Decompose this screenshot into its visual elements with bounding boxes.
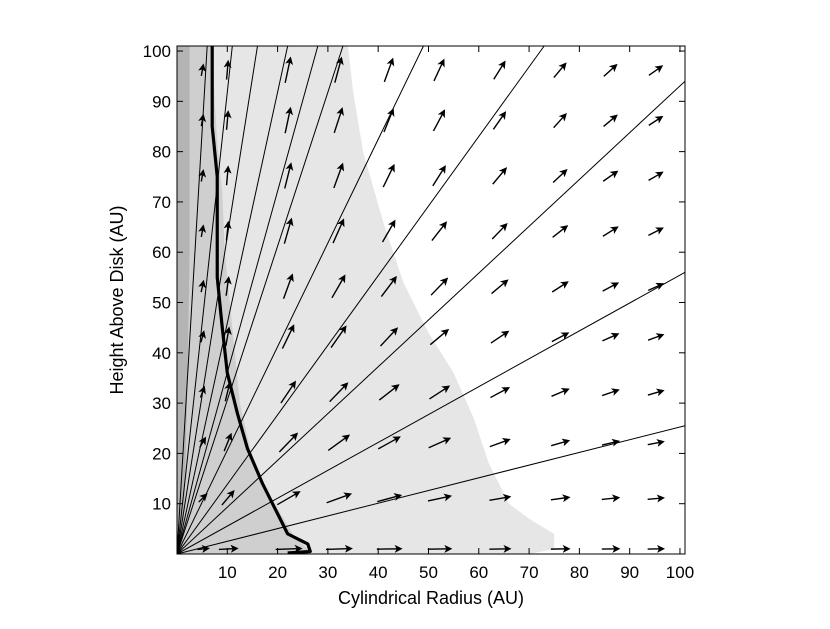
y-tick-label: 10 xyxy=(152,495,171,514)
y-tick-label: 70 xyxy=(152,193,171,212)
x-tick-label: 50 xyxy=(419,563,438,582)
x-tick-label: 20 xyxy=(268,563,287,582)
x-tick-label: 80 xyxy=(570,563,589,582)
y-tick-label: 50 xyxy=(152,294,171,313)
y-tick-label: 90 xyxy=(152,92,171,111)
y-tick-label: 80 xyxy=(152,143,171,162)
x-tick-label: 40 xyxy=(369,563,388,582)
y-tick-label: 100 xyxy=(143,42,171,61)
x-tick-label: 10 xyxy=(218,563,237,582)
y-tick-label: 60 xyxy=(152,243,171,262)
vector-arrow xyxy=(197,549,207,550)
x-tick-label: 100 xyxy=(666,563,694,582)
x-tick-label: 70 xyxy=(520,563,539,582)
x-tick-label: 30 xyxy=(318,563,337,582)
y-axis-label: Height Above Disk (AU) xyxy=(107,205,127,394)
x-tick-label: 90 xyxy=(620,563,639,582)
vector-arrow xyxy=(326,549,350,550)
y-tick-label: 40 xyxy=(152,344,171,363)
x-axis-label: Cylindrical Radius (AU) xyxy=(338,588,524,608)
y-tick-label: 30 xyxy=(152,394,171,413)
x-tick-label: 60 xyxy=(469,563,488,582)
vector-arrow xyxy=(276,549,300,550)
y-tick-label: 20 xyxy=(152,444,171,463)
